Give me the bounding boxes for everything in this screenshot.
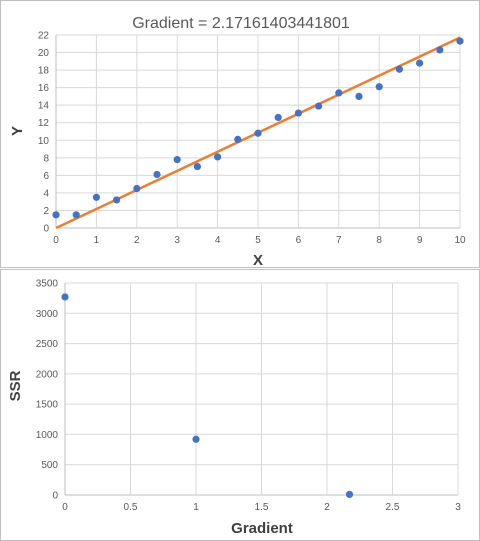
y-tick-label: 10	[38, 136, 50, 147]
y-tick-label: 22	[38, 31, 50, 42]
x-tick-label: 0	[53, 235, 59, 246]
y-tick-label: 2500	[36, 339, 59, 350]
x-tick-label: 1	[94, 235, 100, 246]
chart-top-svg: Gradient = 2.17161403441801 024681012141…	[9, 15, 466, 267]
y-axis-title: SSR	[7, 370, 24, 401]
y-tick-label: 3000	[36, 309, 59, 320]
x-tick-label: 5	[255, 235, 261, 246]
bottom-data-points	[61, 293, 354, 498]
data-point[interactable]	[274, 113, 282, 122]
data-point[interactable]	[436, 46, 444, 54]
y-tick-label: 3500	[36, 279, 59, 290]
data-point[interactable]	[395, 65, 403, 73]
chart-panel-top[interactable]: Gradient = 2.17161403441801 0 2 4 6 8 10 12 14 1…	[0, 0, 480, 268]
chart-panel-bottom[interactable]: 0 500 1000 1500 2000 2500 3000 3500 0 0.5 1 1.5 2 2.…	[0, 269, 480, 541]
x-tick-label: 10	[454, 235, 466, 246]
x-tick-label: 1.5	[255, 502, 269, 513]
data-point[interactable]	[92, 193, 100, 201]
data-point[interactable]	[72, 211, 80, 219]
y-axis-title: Y	[9, 126, 26, 136]
data-point[interactable]	[113, 196, 121, 204]
y-tick-label: 2000	[36, 369, 59, 380]
y-tick-label: 4	[43, 188, 49, 199]
y-tick-label: 14	[38, 101, 50, 112]
data-point[interactable]	[294, 109, 302, 117]
x-tick-label: 6	[296, 235, 302, 246]
x-tick-label: 4	[215, 235, 221, 246]
x-tick-label: 3	[455, 502, 461, 513]
data-point[interactable]	[153, 170, 161, 179]
chart-title: Gradient = 2.17161403441801	[132, 15, 350, 32]
x-tick-label: 1	[193, 502, 199, 513]
top-y-tick-labels: 0 2 4 6 8 10 12 14 16 18 20 22	[38, 31, 50, 235]
data-point[interactable]	[315, 102, 323, 110]
top-data-points	[52, 37, 464, 219]
data-point[interactable]	[416, 59, 424, 67]
data-point[interactable]	[456, 37, 464, 45]
bottom-y-tick-labels: 0 500 1000 1500 2000 2500 3000 3500	[36, 279, 59, 502]
data-point[interactable]	[335, 89, 343, 97]
chart-bottom-svg: 0 500 1000 1500 2000 2500 3000 3500 0 0.5 1 1.5 2 2.…	[7, 279, 461, 538]
y-tick-label: 20	[38, 48, 50, 59]
x-tick-label: 9	[417, 235, 423, 246]
x-tick-label: 8	[376, 235, 382, 246]
x-tick-label: 2	[324, 502, 330, 513]
data-point[interactable]	[52, 211, 60, 219]
top-x-tick-labels: 0 1 2 3 4 5 6 7 8 9 10	[53, 235, 466, 246]
y-tick-label: 500	[41, 460, 58, 471]
y-tick-label: 0	[52, 491, 58, 502]
y-tick-label: 8	[43, 153, 49, 164]
bottom-x-tick-labels: 0 0.5 1 1.5 2 2.5 3	[62, 502, 461, 513]
data-point[interactable]	[214, 153, 222, 161]
x-tick-label: 3	[174, 235, 180, 246]
y-tick-label: 18	[38, 66, 50, 77]
x-axis-title: X	[253, 252, 263, 267]
data-point[interactable]	[355, 92, 363, 101]
x-tick-label: 7	[336, 235, 342, 246]
y-tick-label: 12	[38, 118, 50, 129]
bottom-gridlines	[64, 282, 459, 496]
y-tick-label: 0	[43, 224, 49, 235]
x-tick-label: 0.5	[124, 502, 138, 513]
data-point[interactable]	[345, 490, 354, 498]
x-axis-title: Gradient	[231, 520, 293, 537]
y-tick-label: 6	[43, 171, 49, 182]
data-point[interactable]	[61, 293, 69, 301]
y-tick-label: 1000	[36, 430, 59, 441]
data-point[interactable]	[173, 155, 181, 164]
data-point[interactable]	[193, 162, 201, 171]
y-tick-label: 1500	[36, 400, 59, 411]
x-tick-label: 2.5	[386, 502, 400, 513]
x-tick-label: 0	[62, 502, 68, 513]
y-tick-label: 2	[43, 206, 49, 217]
data-point[interactable]	[192, 435, 200, 443]
data-point[interactable]	[234, 135, 242, 143]
y-tick-label: 16	[38, 83, 50, 94]
data-point[interactable]	[133, 184, 141, 193]
data-point[interactable]	[254, 129, 262, 137]
x-tick-label: 2	[134, 235, 140, 246]
data-point[interactable]	[375, 83, 383, 91]
